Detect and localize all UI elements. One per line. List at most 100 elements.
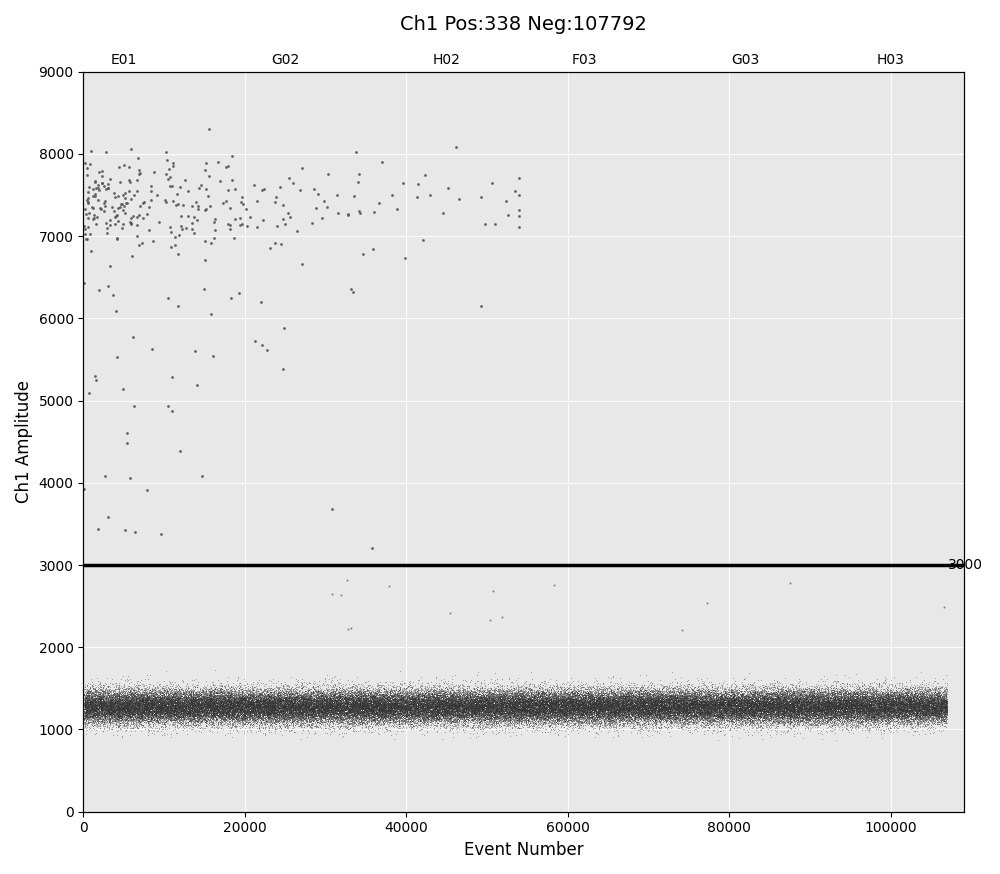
Point — [340, 708, 356, 722]
Point — [865, 699, 881, 713]
Point — [283, 703, 299, 717]
Point — [93, 704, 109, 718]
Point — [355, 686, 371, 700]
Point — [655, 713, 671, 727]
Point — [770, 684, 786, 698]
Point — [83, 709, 99, 723]
Point — [427, 704, 443, 718]
Point — [460, 712, 476, 726]
Point — [532, 711, 548, 725]
Point — [343, 711, 359, 725]
Point — [612, 694, 628, 708]
Point — [231, 717, 247, 731]
Point — [327, 705, 343, 719]
Point — [808, 698, 824, 712]
Point — [889, 695, 905, 709]
Point — [267, 704, 283, 718]
Point — [868, 712, 884, 726]
Point — [461, 700, 477, 714]
Point — [532, 700, 548, 714]
Point — [358, 710, 374, 724]
Point — [899, 697, 915, 711]
Point — [938, 695, 954, 709]
Point — [180, 697, 196, 711]
Point — [215, 707, 231, 721]
Point — [165, 696, 181, 710]
Point — [712, 709, 728, 723]
Point — [695, 712, 711, 726]
Point — [455, 702, 471, 716]
Point — [209, 711, 225, 725]
Point — [415, 688, 431, 702]
Point — [233, 711, 249, 725]
Point — [318, 704, 334, 718]
Point — [852, 697, 868, 711]
Point — [672, 695, 688, 709]
Point — [185, 692, 201, 706]
Point — [331, 704, 347, 718]
Point — [702, 699, 718, 713]
Point — [331, 704, 347, 718]
Point — [805, 711, 821, 725]
Point — [134, 698, 150, 712]
Point — [104, 698, 120, 712]
Point — [699, 703, 715, 717]
Point — [276, 688, 292, 702]
Point — [694, 708, 710, 722]
Point — [424, 696, 440, 710]
Point — [580, 709, 596, 723]
Point — [731, 693, 747, 707]
Point — [904, 697, 920, 711]
Point — [314, 705, 330, 719]
Point — [521, 717, 537, 731]
Point — [170, 706, 186, 720]
Point — [357, 697, 373, 711]
Point — [585, 714, 601, 728]
Point — [198, 701, 214, 715]
Point — [778, 701, 794, 715]
Point — [363, 702, 379, 716]
Point — [348, 702, 364, 716]
Point — [915, 705, 931, 719]
Point — [555, 696, 571, 710]
Point — [504, 685, 520, 699]
Point — [353, 690, 369, 704]
Point — [125, 705, 141, 719]
Point — [753, 718, 769, 732]
Point — [583, 700, 599, 714]
Point — [654, 697, 670, 711]
Point — [848, 719, 864, 733]
Point — [257, 701, 273, 715]
Point — [465, 699, 481, 713]
Point — [653, 701, 669, 715]
Point — [605, 689, 621, 703]
Point — [300, 701, 316, 715]
Point — [518, 695, 534, 709]
Point — [678, 691, 694, 705]
Point — [348, 692, 364, 706]
Point — [312, 692, 328, 706]
Point — [587, 700, 603, 714]
Point — [333, 704, 349, 718]
Point — [505, 700, 521, 714]
Point — [717, 699, 733, 713]
Point — [352, 682, 368, 696]
Point — [242, 712, 258, 726]
Point — [916, 696, 932, 710]
Point — [677, 698, 693, 712]
Point — [191, 696, 207, 710]
Point — [575, 695, 591, 709]
Point — [815, 701, 831, 715]
Point — [695, 698, 711, 712]
Point — [924, 697, 940, 711]
Point — [806, 706, 822, 720]
Point — [518, 704, 534, 718]
Point — [479, 697, 495, 711]
Point — [865, 688, 881, 702]
Point — [571, 701, 587, 715]
Point — [572, 701, 588, 715]
Point — [454, 690, 470, 704]
Point — [653, 709, 669, 723]
Point — [78, 711, 94, 725]
Point — [597, 711, 613, 725]
